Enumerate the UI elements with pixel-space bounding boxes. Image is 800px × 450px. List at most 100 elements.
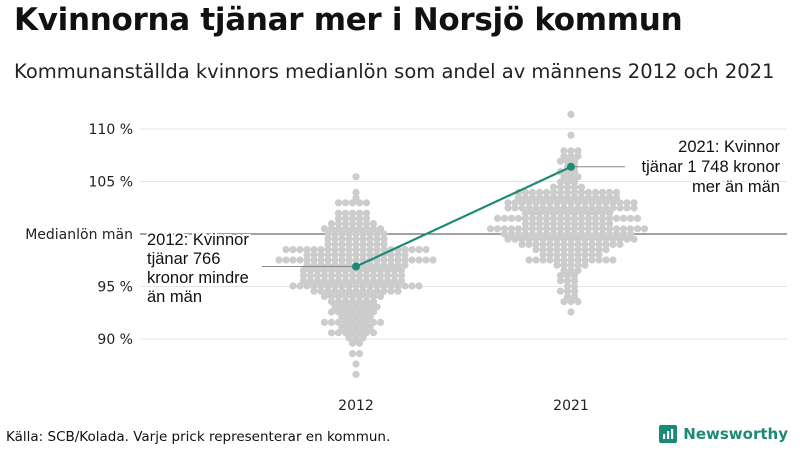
dot-2012 xyxy=(327,308,336,316)
newsworthy-logo-icon xyxy=(659,425,678,443)
dot-2012 xyxy=(366,246,374,254)
dot-2012 xyxy=(359,334,367,342)
highlight-connector-line xyxy=(355,165,572,268)
dot-2012 xyxy=(348,329,357,337)
dot-2012 xyxy=(362,214,371,222)
dot-2021 xyxy=(553,235,561,243)
dot-2021 xyxy=(525,235,533,243)
dot-2012 xyxy=(324,230,332,238)
dot-2012 xyxy=(331,251,339,259)
dot-2012 xyxy=(341,214,350,222)
dot-2021 xyxy=(609,235,617,243)
dot-2012 xyxy=(338,240,346,248)
dot-2021 xyxy=(553,256,561,264)
dot-2021 xyxy=(577,194,586,202)
dot-2021 xyxy=(539,199,547,207)
dot-2012 xyxy=(352,235,360,243)
dot-2012 xyxy=(362,277,371,285)
dot-2012 xyxy=(320,318,329,326)
dot-2021 xyxy=(511,199,519,207)
dot-2012 xyxy=(355,318,364,326)
dot-2021 xyxy=(602,240,610,248)
dot-2021 xyxy=(619,225,628,233)
dot-2021 xyxy=(532,235,540,243)
dot-2021 xyxy=(570,157,579,165)
dot-2021 xyxy=(581,240,589,248)
dot-2012 xyxy=(362,298,371,306)
dot-2021 xyxy=(570,178,579,186)
dot-2012 xyxy=(334,225,343,233)
dot-2012 xyxy=(366,324,374,332)
dot-2012 xyxy=(401,282,409,290)
dot-2012 xyxy=(352,230,360,238)
dot-2012 xyxy=(429,256,437,264)
dot-2021 xyxy=(570,272,579,280)
dot-2021 xyxy=(602,235,610,243)
dot-2012 xyxy=(362,329,371,337)
dot-2021 xyxy=(549,209,558,217)
dot-2012 xyxy=(331,240,339,248)
dot-2012 xyxy=(369,272,378,280)
dot-2021 xyxy=(570,282,579,290)
dot-2021 xyxy=(528,230,537,238)
dot-2012 xyxy=(334,209,343,217)
dot-2021 xyxy=(588,251,596,259)
dot-2021 xyxy=(626,225,635,233)
dot-2021 xyxy=(546,240,554,248)
dot-2012 xyxy=(355,298,364,306)
dot-2021 xyxy=(616,235,624,243)
dot-2021 xyxy=(521,194,530,202)
dot-2021 xyxy=(553,204,561,212)
dot-2021 xyxy=(563,194,572,202)
dot-2012 xyxy=(341,199,350,207)
dot-2021 xyxy=(616,240,624,248)
dot-2021 xyxy=(549,214,558,222)
dot-2021 xyxy=(623,204,631,212)
dot-2012 xyxy=(352,240,360,248)
dot-2012 xyxy=(387,251,395,259)
dot-2021 xyxy=(563,178,572,186)
dot-2012 xyxy=(355,214,364,222)
dot-2012 xyxy=(345,313,353,321)
dot-2012 xyxy=(366,251,374,259)
dot-2012 xyxy=(373,240,381,248)
dot-2021 xyxy=(591,230,600,238)
dot-2012 xyxy=(394,251,402,259)
dot-2012 xyxy=(306,272,315,280)
dot-2012 xyxy=(352,256,360,264)
dot-2021 xyxy=(623,199,631,207)
annotation-line: 2021: Kvinnor xyxy=(678,138,780,156)
dot-2021 xyxy=(574,256,582,264)
dot-2021 xyxy=(556,272,565,280)
dot-2021 xyxy=(570,209,579,217)
dot-2021 xyxy=(584,225,593,233)
dot-2021 xyxy=(521,220,530,228)
highlight-point-2021 xyxy=(567,162,575,171)
dot-2012 xyxy=(341,209,350,217)
dot-2021 xyxy=(577,183,586,191)
dot-2021 xyxy=(595,251,603,259)
dot-2012 xyxy=(355,292,364,300)
dot-2012 xyxy=(327,298,336,306)
dot-2012 xyxy=(369,318,378,326)
dot-2021 xyxy=(570,230,579,238)
dot-2021 xyxy=(574,246,582,254)
dot-2012 xyxy=(352,251,360,259)
dot-2012 xyxy=(310,256,318,264)
dot-2021 xyxy=(595,204,603,212)
dot-2012 xyxy=(320,266,329,274)
dot-2021 xyxy=(500,225,509,233)
dot-2012 xyxy=(390,277,399,285)
dot-2021 xyxy=(514,214,523,222)
dot-2012 xyxy=(394,261,402,269)
dot-2021 xyxy=(609,199,617,207)
dot-2021 xyxy=(570,287,579,295)
source-note: Källa: SCB/Kolada. Varje prick represent… xyxy=(6,429,391,445)
dot-2012 xyxy=(352,194,360,202)
dot-2021 xyxy=(619,230,628,238)
dot-2012 xyxy=(401,261,409,269)
dot-2021 xyxy=(577,225,586,233)
dot-2021 xyxy=(584,214,593,222)
dot-2012 xyxy=(380,230,388,238)
dot-2021 xyxy=(574,147,582,155)
